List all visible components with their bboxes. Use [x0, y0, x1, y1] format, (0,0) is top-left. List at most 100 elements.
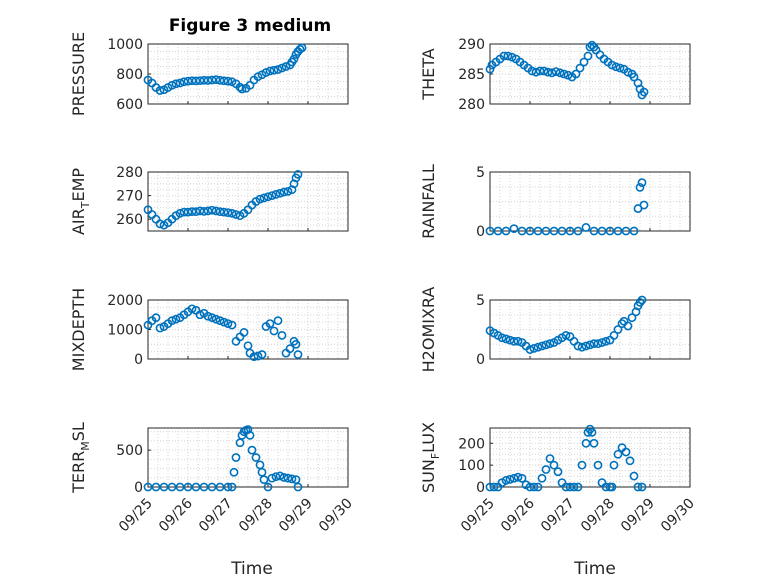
data-point — [545, 339, 555, 349]
data-point — [587, 427, 597, 437]
data-point — [283, 473, 293, 483]
data-point — [625, 456, 635, 466]
data-point — [617, 443, 627, 453]
panel-terr-msl: 0 500 09/25 09/26 09/27 09/28 09/29 09/30 TERRMS… — [69, 422, 356, 535]
y-tick-label: 5 — [476, 165, 485, 181]
data-point — [273, 65, 283, 74]
y-tick-label: 0 — [476, 352, 485, 368]
data-point — [195, 76, 205, 85]
y-tick-label: 0 — [134, 480, 143, 496]
data-point — [253, 351, 263, 361]
data-point — [223, 482, 233, 492]
data-point — [203, 311, 213, 321]
data-point — [537, 341, 547, 351]
y-tick-label: 280 — [458, 97, 485, 113]
data-point — [509, 336, 519, 346]
y-tick-label: 800 — [116, 67, 143, 83]
y-axis-label: H2OMIXRA — [419, 287, 438, 373]
y-axis-label: RAINFALL — [419, 164, 438, 239]
data-point — [637, 178, 647, 188]
data-point — [525, 345, 535, 354]
x-tick-label: 09/25 — [116, 496, 156, 536]
data-point — [293, 350, 303, 359]
data-point — [275, 188, 285, 198]
data-point — [151, 214, 161, 224]
panel-rainfall: 0 5 RAINFALL — [419, 164, 691, 240]
x-axis-label-left: Time — [230, 559, 273, 579]
data-point — [271, 190, 281, 199]
data-point — [293, 482, 303, 492]
data-point — [263, 192, 273, 202]
data-point — [211, 314, 221, 324]
data-point — [215, 482, 225, 492]
data-point — [265, 319, 275, 328]
data-point — [175, 208, 185, 218]
data-point — [223, 319, 233, 328]
data-point — [219, 76, 229, 86]
data-point — [207, 205, 217, 215]
data-point — [183, 207, 193, 217]
data-point — [245, 430, 255, 440]
x-tick-label: 09/27 — [538, 496, 578, 536]
data-point — [179, 77, 189, 87]
data-point — [601, 482, 611, 492]
data-point — [167, 316, 177, 326]
data-point — [531, 67, 541, 77]
data-point — [231, 453, 241, 462]
data-point — [265, 66, 275, 76]
data-point — [273, 316, 283, 326]
data-point — [199, 75, 209, 85]
y-tick-label: 100 — [458, 458, 485, 474]
data-point — [219, 317, 229, 327]
data-point — [517, 473, 527, 483]
data-point — [621, 447, 631, 457]
data-point — [279, 473, 289, 482]
data-point — [637, 295, 647, 305]
data-point — [227, 482, 237, 492]
data-point — [195, 206, 205, 216]
x-tick-label: 09/30 — [316, 496, 356, 536]
y-tick-label: 1000 — [107, 323, 143, 339]
y-tick-label: 290 — [458, 37, 485, 53]
y-tick-label: 500 — [116, 443, 143, 459]
data-point — [267, 473, 277, 483]
data-point — [289, 54, 299, 64]
y-tick-label: 285 — [458, 67, 485, 83]
data-point — [489, 482, 499, 492]
data-point — [533, 342, 543, 352]
data-point — [569, 482, 579, 492]
data-point — [175, 78, 185, 88]
panel-pressure: 600 800 1000 PRESSURE — [69, 32, 349, 116]
data-point — [485, 64, 495, 74]
data-point — [539, 66, 549, 76]
data-point — [203, 76, 213, 85]
data-point — [263, 482, 273, 492]
axes-box — [147, 171, 349, 232]
data-point — [541, 465, 551, 474]
data-point — [537, 473, 547, 483]
panel-air-temp: 260 270 280 AIRTEMP — [69, 165, 349, 235]
y-tick-label: 1000 — [107, 37, 143, 53]
data-point — [203, 206, 213, 216]
y-tick-label: 260 — [116, 212, 143, 228]
y-tick-label: 0 — [476, 224, 485, 240]
data-point — [609, 330, 619, 340]
data-point — [143, 482, 153, 492]
data-point — [227, 320, 237, 330]
data-point — [269, 65, 279, 75]
data-point — [573, 482, 583, 492]
x-tick-label: 09/28 — [578, 496, 618, 536]
data-point — [281, 348, 291, 358]
data-point — [509, 224, 519, 234]
data-point — [639, 87, 649, 97]
data-point — [159, 482, 169, 492]
data-point — [237, 84, 247, 94]
data-point — [623, 321, 633, 331]
y-tick-label: 600 — [116, 97, 143, 113]
panel-mixdepth: 0 1000 2000 MIXDEPTH — [69, 288, 349, 371]
data-point — [211, 75, 221, 85]
axes-box — [147, 299, 349, 360]
data-point — [199, 207, 209, 216]
y-tick-label: 270 — [116, 189, 143, 205]
data-point — [191, 207, 201, 217]
